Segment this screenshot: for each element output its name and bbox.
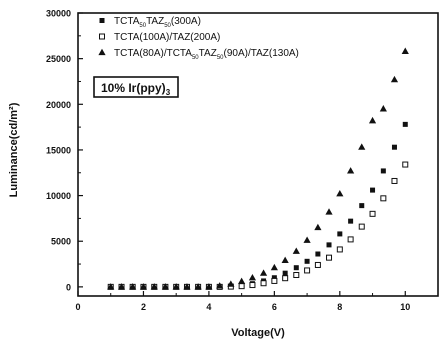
data-point (216, 282, 224, 289)
legend: TCTA50TAZ50(300A) TCTA(100A)/TAZ(200A) TCT… (98, 16, 299, 61)
data-point (194, 283, 202, 290)
data-point (370, 187, 376, 193)
legend-item-3: TCTA(80A)/TCTA50TAZ50(90A)/TAZ(130A) (98, 48, 299, 61)
legend-item-1: TCTA50TAZ50(300A) (99, 16, 201, 29)
data-point (139, 283, 148, 290)
data-point (347, 236, 354, 243)
data-markers (107, 47, 409, 290)
data-point (325, 208, 333, 215)
plot-border (77, 12, 439, 297)
x-tick-label: 0 (75, 302, 80, 312)
data-point (402, 121, 408, 127)
y-tick-label: 15000 (46, 145, 71, 155)
legend-marker (98, 48, 106, 56)
data-point (172, 283, 180, 290)
data-point (260, 280, 267, 287)
legend-marker (99, 18, 105, 23)
data-point (391, 144, 397, 150)
series-3 (107, 47, 409, 290)
data-point (293, 272, 300, 279)
y-tick-label: 5000 (51, 237, 71, 247)
legend-label: TCTA(80A)/TCTA50TAZ50(90A)/TAZ(130A) (114, 48, 299, 61)
legend-label: TCTA50TAZ50(300A) (114, 16, 201, 29)
x-axis-ticks: 0 2 4 6 8 10 (75, 291, 410, 312)
y-tick-label: 10000 (46, 191, 71, 201)
x-tick-label: 8 (337, 302, 342, 312)
data-point (314, 223, 322, 231)
data-point (326, 254, 333, 261)
annotation-box: 10% Ir(ppy)3 (93, 76, 179, 98)
data-point (390, 75, 399, 83)
data-point (238, 283, 245, 290)
x-axis-title: Voltage(V) (231, 327, 285, 339)
data-point (348, 218, 354, 224)
data-point (282, 275, 289, 282)
data-point (379, 105, 387, 112)
data-point (369, 210, 376, 217)
data-point (347, 167, 355, 174)
data-point (358, 223, 365, 230)
data-point (282, 270, 288, 276)
data-point (337, 231, 343, 237)
y-tick-label: 0 (66, 282, 71, 292)
x-tick-label: 6 (272, 302, 277, 312)
data-point (303, 236, 311, 243)
data-point (359, 203, 365, 209)
data-point (259, 269, 268, 276)
x-tick-label: 4 (206, 302, 211, 312)
data-point (336, 189, 344, 197)
data-point (380, 168, 386, 174)
data-point (248, 273, 257, 281)
data-point (271, 275, 277, 281)
data-point (391, 177, 398, 184)
y-axis-ticks: 0 5000 10000 15000 20000 25000 30000 (46, 9, 83, 292)
plot-frame (77, 12, 439, 297)
data-point (304, 267, 311, 274)
y-tick-label: 25000 (46, 54, 71, 64)
y-tick-label: 20000 (46, 100, 71, 110)
data-point (183, 283, 191, 290)
data-point (358, 143, 366, 150)
data-point (107, 283, 115, 290)
series-2 (107, 161, 409, 290)
data-point (326, 242, 332, 248)
annotation-text: 10% Ir(ppy)3 (101, 81, 171, 97)
annotation-frame (93, 76, 179, 98)
data-point (293, 265, 299, 271)
data-point (205, 283, 213, 290)
data-point (314, 261, 321, 268)
data-point (117, 283, 126, 290)
data-point (402, 161, 409, 168)
data-point (249, 282, 256, 289)
data-point (336, 246, 343, 253)
legend-marker (99, 33, 105, 40)
data-point (270, 263, 278, 271)
x-tick-label: 2 (141, 302, 146, 312)
data-point (380, 195, 387, 202)
y-axis-title: Luminance(cd/m²) (8, 102, 20, 197)
data-point (271, 277, 278, 284)
data-point (315, 251, 321, 257)
data-point (129, 283, 137, 290)
data-point (401, 47, 409, 54)
legend-label: TCTA(100A)/TAZ(200A) (114, 32, 220, 43)
data-point (238, 277, 246, 284)
data-point (304, 258, 310, 264)
data-point (161, 283, 169, 290)
data-point (227, 280, 235, 287)
data-point (281, 256, 289, 263)
x-tick-label: 10 (400, 302, 410, 312)
data-point (150, 283, 158, 290)
data-point (292, 247, 300, 254)
legend-item-2: TCTA(100A)/TAZ(200A) (99, 32, 220, 43)
data-point (368, 116, 377, 124)
y-tick-label: 30000 (46, 9, 71, 19)
